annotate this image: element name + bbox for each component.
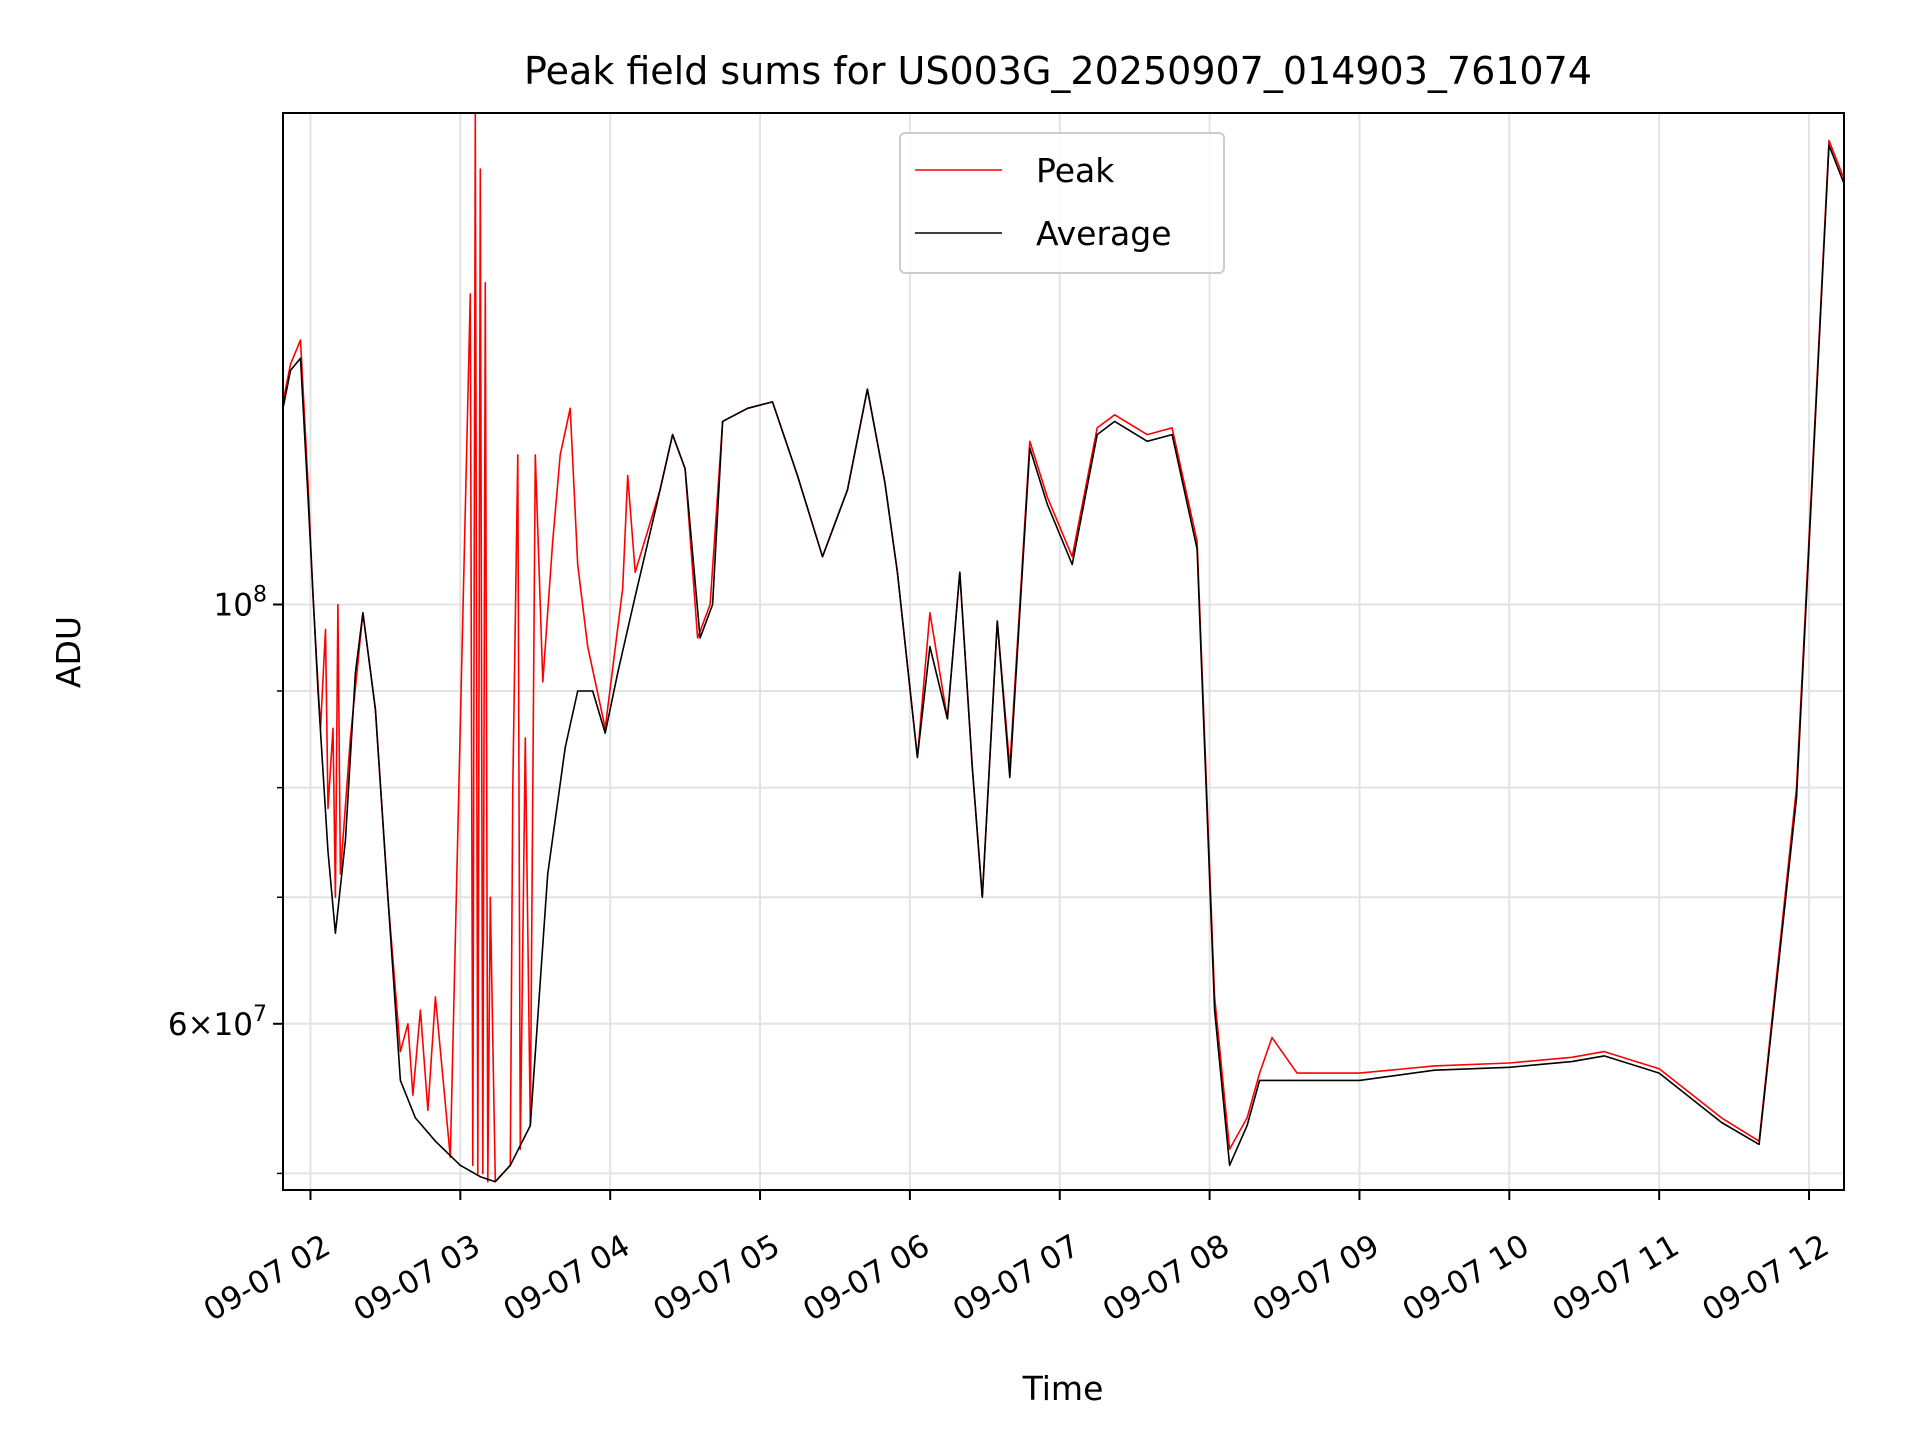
plot-lines bbox=[282, 112, 1845, 1183]
y-tick-label: 108 bbox=[214, 583, 267, 624]
legend-label-peak: Peak bbox=[1036, 151, 1115, 190]
legend-label-average: Average bbox=[1036, 214, 1172, 253]
legend-box bbox=[899, 132, 1225, 274]
series-line-average bbox=[282, 144, 1845, 1183]
legend: Peak Average bbox=[899, 132, 1225, 274]
grid bbox=[283, 113, 1844, 1190]
chart-title: Peak field sums for US003G_20250907_0149… bbox=[524, 49, 1592, 93]
series-line-peak bbox=[282, 112, 1845, 1183]
y-tick-label: 6×107 bbox=[168, 1002, 267, 1043]
plot-frame bbox=[282, 112, 1845, 1191]
y-axis-label: ADU bbox=[49, 616, 88, 688]
x-axis-label: Time bbox=[1022, 1369, 1104, 1408]
